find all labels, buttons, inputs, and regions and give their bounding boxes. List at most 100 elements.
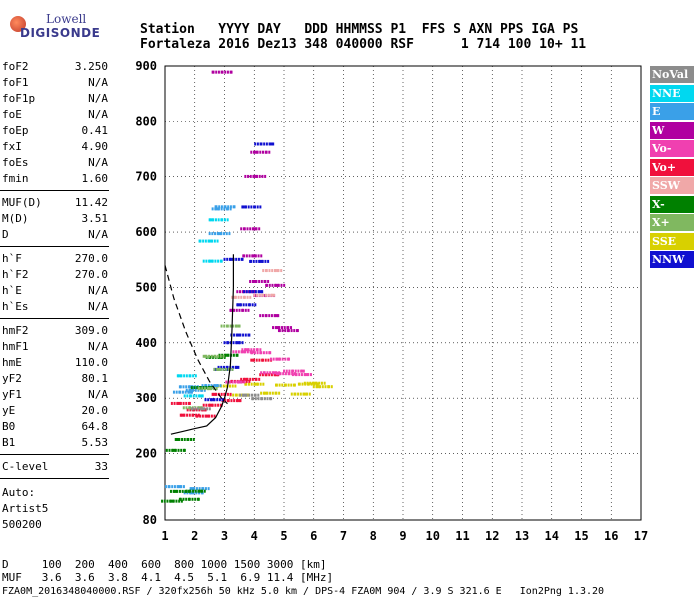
data-point-vo [259,351,262,355]
x-tick-label: 2 [191,529,198,543]
data-point-x [217,354,220,358]
data-point-e [200,491,203,495]
data-point-x [182,497,185,501]
data-point-nnw [250,205,253,209]
param-row: D N/A [2,228,108,244]
data-point-e [175,390,178,394]
data-point-sse [232,393,235,397]
param-row: yF2 80.1 [2,372,108,388]
x-tick-label: 6 [310,529,317,543]
data-point-nne [220,218,223,222]
data-point-e [207,384,210,388]
data-point-vo [269,357,272,361]
data-point-e [201,384,204,388]
x-tick-label: 4 [251,529,258,543]
data-point-w [220,70,223,74]
data-point-vo [211,392,214,396]
data-point-sse [229,384,231,388]
data-point-nnw [209,398,212,402]
data-point-nnw [257,290,260,294]
data-point-noval [257,393,260,397]
data-point-e [191,491,194,495]
data-point-vo [264,373,267,377]
data-point-w [276,283,279,287]
data-point-w [272,326,275,330]
data-point-w [277,329,280,333]
data-point-x [169,499,172,503]
param-row: h`Es N/A [2,300,108,316]
data-point-nne [188,374,191,378]
data-point-w [242,254,245,258]
data-point-w [267,279,270,283]
data-point-noval [266,397,269,401]
data-point-nnw [258,259,261,263]
data-point-w [247,174,250,178]
data-point-w [251,254,254,258]
data-point-nne [219,259,222,263]
data-point-noval [239,393,242,397]
data-point-vo [300,373,303,377]
data-point-nnw [263,142,266,146]
data-point-w [262,150,264,154]
data-point-sse [305,392,308,396]
data-point-w [290,326,293,330]
data-point-e [214,205,217,209]
data-point-vo [195,408,198,412]
data-point-vo [258,358,261,362]
data-point-vo [285,369,288,373]
data-point-vo [271,371,274,375]
profile-solid-line [170,254,234,435]
data-point-nne [226,218,229,222]
data-point-vo [219,403,222,407]
data-point-e [220,207,223,211]
data-point-e [229,207,232,211]
data-point-vo [231,380,234,384]
data-point-sse [297,392,300,396]
data-point-w [247,308,250,312]
param-value: N/A [88,284,108,297]
data-point-x [235,353,238,357]
data-point-ssw [261,293,264,297]
data-point-nne [211,218,214,222]
param-value: 5.53 [81,436,109,449]
data-point-ssw [249,295,252,299]
data-point-vo [228,380,231,384]
data-point-sse [311,381,314,385]
data-point-vo [253,348,256,352]
data-point-nne [198,394,201,398]
data-point-e [178,385,181,389]
data-point-nnw [221,398,224,402]
data-point-vo [226,399,229,403]
param-value: 0.41 [81,124,109,137]
data-point-sse [250,382,253,386]
data-point-nnw [245,290,248,294]
data-point-sse [293,383,295,387]
data-point-x [190,437,193,441]
param-divider [0,478,109,479]
data-point-e [200,388,203,392]
data-point-e [198,487,201,491]
data-point-ssw [242,295,245,299]
data-point-vo [258,377,261,381]
data-point-x [178,499,181,503]
data-point-w [241,290,244,294]
data-point-e [208,232,211,236]
param-value: 20.0 [81,404,109,417]
y-tick-label: 400 [135,336,157,350]
data-point-nnw [237,365,240,369]
chart-ticks: 1 2 3 4 5 6 7 8 9 10 11 12 13 14 15 16 17802003004005006… [135,59,648,543]
param-name: foF1p [2,92,36,105]
data-point-w [277,326,280,330]
data-point-e [195,487,198,491]
data-point-ssw [268,269,271,273]
data-point-x [185,497,188,501]
data-point-sse [309,381,312,385]
data-point-sse [247,382,250,386]
data-point-nnw [233,333,236,337]
x-tick-label: 15 [574,529,588,543]
data-point-nnw [234,365,237,369]
data-point-w [239,290,242,294]
data-point-vo [185,401,188,405]
data-point-vo [182,401,185,405]
data-point-vo [201,414,204,418]
